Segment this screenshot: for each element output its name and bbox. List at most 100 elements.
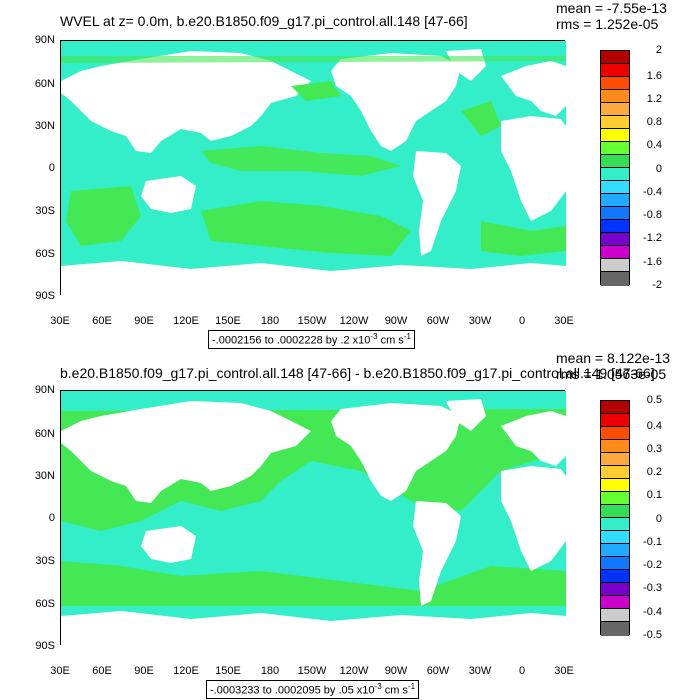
x-tick-label: 150W (297, 665, 327, 677)
y-tick-label: 60N (34, 428, 55, 440)
land-north-america (331, 403, 461, 501)
legend-value: 2 (655, 44, 662, 56)
legend-value: 0 (655, 163, 662, 175)
x-tick-label: 30E (554, 665, 574, 677)
contour-range-label: -.0002156 to .0002228 by .2 x10-3 cm s-1 (208, 330, 415, 349)
legend-value: 1.6 (646, 70, 662, 82)
y-tick-label: 90S (35, 290, 55, 302)
x-tick-label: 180 (260, 665, 280, 677)
legend-value: 1.2 (646, 93, 662, 105)
x-tick-label: 120E (173, 315, 199, 327)
land-africa (501, 466, 566, 571)
y-tick-label: 90S (35, 640, 55, 652)
land-europe (501, 61, 566, 116)
land-eurasia (61, 51, 311, 153)
x-tick-label: 120W (339, 315, 369, 327)
land-north-america (331, 53, 461, 151)
field-pos-indian (66, 186, 141, 246)
x-tick-label: 30W (468, 315, 492, 327)
land-eurasia (61, 401, 311, 503)
field-pos-north-pacific (201, 146, 401, 176)
map-field (61, 41, 566, 296)
map-frame (60, 390, 566, 646)
field-pos-south (61, 561, 566, 606)
y-tick-label: 90N (34, 34, 55, 46)
legend-value: 0.3 (646, 443, 662, 455)
legend-value: 0.4 (646, 420, 662, 432)
y-tick-label: 0 (48, 162, 55, 174)
y-tick-label: 30N (34, 470, 55, 482)
x-tick-label: 120W (339, 665, 369, 677)
map-field (61, 391, 566, 646)
x-tick-label: 90W (384, 665, 408, 677)
legend-value: -0.5 (643, 629, 662, 641)
legend-value: -0.1 (643, 536, 662, 548)
panel-top: WVEL at z= 0.0m, b.e20.B1850.f09_g17.pi_… (34, 0, 667, 349)
land-australia (141, 176, 196, 213)
panel-bottom: b.e20.B1850.f09_g17.pi_control.all.148 [… (0, 350, 700, 700)
x-tick-label: 60E (92, 315, 112, 327)
field-pos-atlantic-south (481, 221, 566, 256)
x-tick-label: 90W (384, 315, 408, 327)
legend-value: 0.1 (646, 489, 662, 501)
color-legend (600, 400, 630, 636)
x-tick-label: 180 (260, 315, 280, 327)
x-tick-label: 60E (92, 665, 112, 677)
x-tick-label: 0 (518, 315, 526, 327)
legend-value: -0.4 (643, 606, 662, 618)
land-antarctica (61, 611, 566, 646)
color-legend (600, 50, 630, 286)
y-tick-label: 0 (48, 512, 55, 524)
panel-title: b.e20.B1850.f09_g17.pi_control.all.148 [… (60, 365, 655, 381)
land-south-america (413, 501, 461, 606)
legend-value: -0.8 (643, 209, 662, 221)
y-tick-label: 60S (35, 248, 55, 260)
field-pos-subpolar (61, 56, 566, 63)
x-tick-label: 60W (426, 315, 450, 327)
land-south-america (413, 151, 461, 256)
y-tick-label: 90N (34, 384, 55, 396)
contour-range-label: -.0003233 to .0002095 by .05 x10-3 cm s-… (206, 680, 420, 699)
legend-value: -0.4 (643, 186, 662, 198)
x-tick-label: 0 (518, 665, 526, 677)
field-pos-north-atlantic (461, 101, 501, 136)
field-pos-south-pacific (201, 201, 411, 256)
land-africa (501, 116, 566, 221)
legend-value: -0.2 (643, 559, 662, 571)
x-tick-label: 90E (134, 315, 154, 327)
x-tick-label: 120E (173, 665, 199, 677)
legend-value: 0.2 (646, 466, 662, 478)
x-tick-label: 150E (215, 315, 241, 327)
legend-value: -0.3 (643, 582, 662, 594)
x-tick-label: 30E (554, 315, 574, 327)
x-tick-label: 30W (468, 665, 492, 677)
legend-value: 0.8 (646, 116, 662, 128)
x-tick-label: 150E (215, 665, 241, 677)
map-frame (60, 40, 566, 296)
y-tick-label: 30S (35, 205, 55, 217)
field-pos-arctic (291, 81, 341, 101)
legend-value: -1.2 (643, 232, 662, 244)
land-antarctica (61, 261, 566, 296)
rms-value: rms = 1.0563e-05 (556, 366, 667, 382)
land-greenland (446, 399, 486, 431)
y-tick-label: 60N (34, 78, 55, 90)
x-tick-label: 30E (50, 665, 70, 677)
legend-value: 0 (655, 513, 662, 525)
rms-value: rms = 1.252e-05 (556, 16, 659, 32)
x-tick-label: 30E (50, 315, 70, 327)
x-tick-label: 150W (297, 315, 327, 327)
panel-title: WVEL at z= 0.0m, b.e20.B1850.f09_g17.pi_… (60, 13, 468, 29)
land-europe (501, 411, 566, 466)
y-tick-label: 30N (34, 120, 55, 132)
legend-value: 0.4 (646, 139, 662, 151)
legend-value: 0.5 (646, 394, 662, 406)
legend-value: -1.6 (643, 256, 662, 268)
land-australia (141, 526, 196, 563)
mean-value: mean = -7.55e-13 (556, 0, 667, 16)
y-tick-label: 60S (35, 598, 55, 610)
x-tick-label: 90E (134, 665, 154, 677)
legend-value: -2 (652, 279, 662, 291)
mean-value: mean = 8.122e-13 (556, 350, 671, 366)
y-tick-label: 30S (35, 555, 55, 567)
